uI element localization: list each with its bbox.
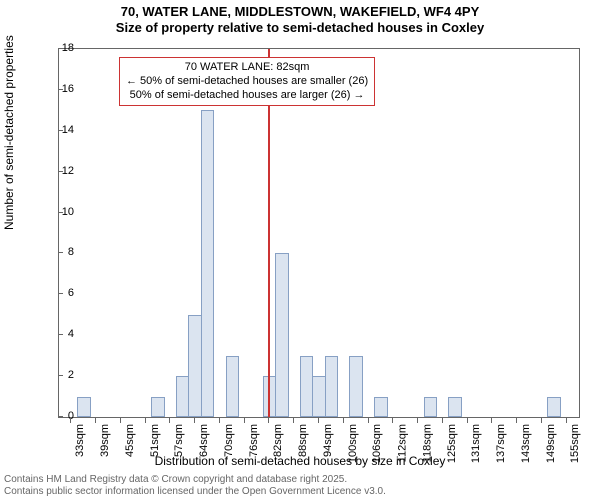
ytick-mark: [58, 334, 63, 335]
annotation-line2: ← 50% of semi-detached houses are smalle…: [126, 75, 368, 89]
xtick-mark: [145, 418, 146, 423]
chart-plot-area: 70 WATER LANE: 82sqm← 50% of semi-detach…: [58, 48, 580, 418]
xtick-mark: [120, 418, 121, 423]
xtick-mark: [70, 418, 71, 423]
histogram-bar: [151, 397, 165, 417]
ytick-label: 8: [68, 246, 74, 258]
xtick-label: 88sqm: [297, 424, 309, 457]
ytick-label: 14: [62, 124, 74, 136]
annotation-line3: 50% of semi-detached houses are larger (…: [126, 89, 368, 103]
title-line1: 70, WATER LANE, MIDDLESTOWN, WAKEFIELD, …: [0, 4, 600, 20]
footer-line2: Contains public sector information licen…: [4, 486, 386, 498]
y-axis-label: Number of semi-detached properties: [2, 35, 16, 230]
title-line2: Size of property relative to semi-detach…: [0, 20, 600, 36]
ytick-label: 10: [62, 206, 74, 218]
ytick-label: 6: [68, 287, 74, 299]
ytick-mark: [58, 293, 63, 294]
ytick-mark: [58, 212, 63, 213]
ytick-mark: [58, 171, 63, 172]
xtick-label: 70sqm: [223, 424, 235, 457]
chart-title: 70, WATER LANE, MIDDLESTOWN, WAKEFIELD, …: [0, 0, 600, 37]
xtick-mark: [491, 418, 492, 423]
ytick-mark: [58, 416, 63, 417]
ytick-mark: [58, 252, 63, 253]
xtick-mark: [467, 418, 468, 423]
ytick-label: 16: [62, 83, 74, 95]
xtick-mark: [219, 418, 220, 423]
ytick-label: 18: [62, 42, 74, 54]
xtick-label: 82sqm: [272, 424, 284, 457]
footer-line1: Contains HM Land Registry data © Crown c…: [4, 474, 386, 486]
ytick-mark: [58, 130, 63, 131]
xtick-label: 57sqm: [173, 424, 185, 457]
histogram-bar: [226, 356, 240, 417]
xtick-mark: [368, 418, 369, 423]
histogram-bar: [201, 110, 215, 417]
xtick-label: 51sqm: [149, 424, 161, 457]
ytick-label: 2: [68, 369, 74, 381]
annotation-line1: 70 WATER LANE: 82sqm: [126, 61, 368, 75]
xtick-mark: [293, 418, 294, 423]
xtick-mark: [442, 418, 443, 423]
xtick-mark: [194, 418, 195, 423]
xtick-mark: [268, 418, 269, 423]
ytick-mark: [58, 48, 63, 49]
ytick-mark: [58, 89, 63, 90]
xtick-mark: [244, 418, 245, 423]
xtick-mark: [95, 418, 96, 423]
xtick-mark: [318, 418, 319, 423]
xtick-label: 33sqm: [74, 424, 86, 457]
histogram-bar: [448, 397, 462, 417]
xtick-mark: [516, 418, 517, 423]
ytick-mark: [58, 375, 63, 376]
x-axis-label: Distribution of semi-detached houses by …: [0, 454, 600, 468]
histogram-bar: [77, 397, 91, 417]
ytick-label: 12: [62, 165, 74, 177]
histogram-bar: [547, 397, 561, 417]
xtick-label: 64sqm: [198, 424, 210, 457]
histogram-bar: [325, 356, 339, 417]
xtick-mark: [566, 418, 567, 423]
xtick-label: 94sqm: [322, 424, 334, 457]
histogram-bar: [374, 397, 388, 417]
histogram-bar: [349, 356, 363, 417]
xtick-mark: [417, 418, 418, 423]
footer-attribution: Contains HM Land Registry data © Crown c…: [4, 474, 386, 498]
ytick-label: 4: [68, 328, 74, 340]
xtick-label: 45sqm: [124, 424, 136, 457]
xtick-mark: [392, 418, 393, 423]
xtick-mark: [343, 418, 344, 423]
histogram-bar: [424, 397, 438, 417]
annotation-callout: 70 WATER LANE: 82sqm← 50% of semi-detach…: [119, 57, 375, 106]
xtick-label: 76sqm: [248, 424, 260, 457]
xtick-mark: [169, 418, 170, 423]
histogram-bar: [275, 253, 289, 417]
xtick-mark: [541, 418, 542, 423]
xtick-label: 39sqm: [99, 424, 111, 457]
